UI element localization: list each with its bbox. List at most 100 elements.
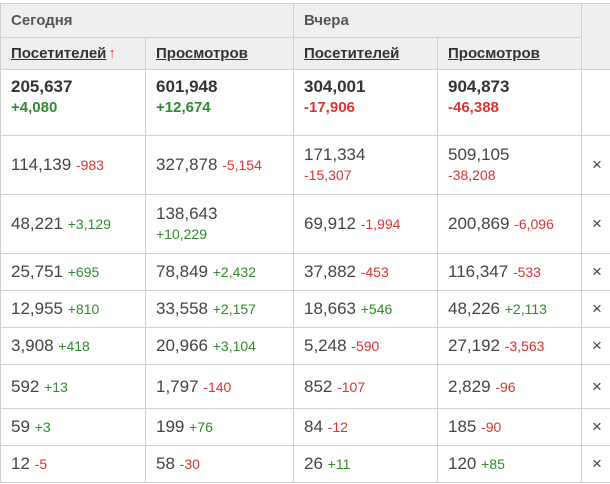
stat-value: 12 — [11, 454, 30, 473]
stat-cell-tv: 59 +3 — [0, 408, 146, 446]
stat-delta: -3,563 — [504, 338, 545, 354]
stat-value: 27,192 — [448, 336, 500, 355]
stat-value: 509,105 — [448, 145, 510, 164]
stat-delta: -6,096 — [514, 216, 554, 232]
stat-value: 58 — [156, 454, 175, 473]
stat-value: 852 — [304, 376, 333, 396]
yest-views-header[interactable]: Просмотров — [436, 37, 583, 70]
stat-cell-tv: 114,139 -983 — [0, 135, 146, 195]
stat-value: 25,751 — [11, 262, 63, 281]
stat-cell-yw: 2,829 -96 — [436, 364, 583, 409]
stat-delta: +3,104 — [212, 338, 256, 354]
remove-row-icon[interactable]: × — [581, 290, 610, 328]
stat-cell-yv: 37,882 -453 — [293, 253, 438, 291]
total-delta: +12,674 — [156, 99, 211, 116]
stat-value: 327,878 — [156, 155, 218, 174]
table-row: 12 -5 58 -30 26 +11 120 +85 × — [0, 445, 610, 483]
sort-today-views-link[interactable]: Просмотров — [156, 45, 248, 62]
stats-table: Сегодня Вчера Посетителей ↑ Просмотров По… — [0, 3, 610, 483]
stat-cell-yw: 27,192 -3,563 — [436, 327, 583, 365]
table-row: 592 +13 1,797 -140 852 -107 2,829 -96 × — [0, 364, 610, 409]
stat-value: 138,643 — [156, 204, 218, 223]
stat-value: 5,248 — [304, 336, 347, 355]
stat-value: 1,797 — [156, 376, 199, 396]
stat-cell-yw: 48,226 +2,113 — [436, 290, 583, 328]
remove-row-icon[interactable]: × — [581, 327, 610, 365]
remove-row-icon[interactable]: × — [581, 253, 610, 291]
stat-delta: +10,229 — [156, 226, 207, 242]
group-yesterday-header: Вчера — [292, 3, 583, 38]
total-today-visitors: 205,637 +4,080 — [0, 69, 146, 136]
stat-delta: -140 — [203, 378, 232, 395]
stat-value: 20,966 — [156, 336, 208, 355]
total-value: 205,637 — [11, 77, 73, 96]
stat-cell-tv: 12,955 +810 — [0, 290, 146, 328]
stat-cell-tw: 78,849 +2,432 — [145, 253, 294, 291]
stat-cell-yv: 18,663 +546 — [293, 290, 438, 328]
stat-delta: +2,157 — [212, 301, 256, 317]
yest-visitors-header[interactable]: Посетителей — [293, 37, 438, 70]
column-header-row: Посетителей ↑ Просмотров Посетителей Прос… — [0, 37, 610, 70]
total-delta: -17,906 — [304, 99, 355, 116]
stat-value: 592 — [11, 376, 40, 396]
stat-value: 33,558 — [156, 299, 208, 318]
stat-delta: +418 — [58, 338, 90, 354]
sort-yest-views-link[interactable]: Просмотров — [448, 45, 540, 62]
stat-delta: +2,432 — [212, 264, 256, 280]
stat-delta: +810 — [67, 301, 100, 317]
table-row: 59 +3 199 +76 84 -12 185 -90 × — [0, 408, 610, 446]
sort-yest-visitors-link[interactable]: Посетителей — [304, 45, 400, 62]
stat-cell-tv: 12 -5 — [0, 445, 146, 483]
stat-value: 26 — [304, 454, 323, 473]
total-value: 601,948 — [156, 77, 218, 96]
stat-value: 2,829 — [448, 376, 491, 396]
group-header-row: Сегодня Вчера — [0, 3, 610, 70]
stat-delta: +76 — [189, 419, 213, 435]
stat-delta: +3,129 — [67, 216, 111, 232]
stat-cell-yv: 5,248 -590 — [293, 327, 438, 365]
stat-cell-yv: 26 +11 — [293, 445, 438, 483]
stat-value: 3,908 — [11, 336, 54, 355]
stat-value: 48,226 — [448, 299, 500, 318]
today-views-header[interactable]: Просмотров — [145, 37, 294, 70]
remove-row-icon[interactable]: × — [581, 408, 610, 446]
table-row: 12,955 +810 33,558 +2,157 18,663 +546 48,22… — [0, 290, 610, 328]
stat-delta: +3 — [34, 419, 51, 435]
stat-cell-yw: 509,105 -38,208 — [436, 135, 583, 195]
stat-cell-yv: 171,334 -15,307 — [293, 135, 438, 195]
stat-delta: -38,208 — [448, 167, 496, 183]
remove-row-icon[interactable]: × — [581, 194, 610, 254]
stat-delta: +2,113 — [504, 301, 547, 317]
stat-delta: -983 — [75, 157, 104, 173]
stat-delta: +85 — [481, 456, 505, 472]
stat-cell-yw: 116,347 -533 — [436, 253, 583, 291]
group-today-header: Сегодня — [0, 3, 294, 38]
stat-delta: +546 — [360, 301, 393, 317]
stat-value: 84 — [304, 417, 323, 436]
stat-value: 59 — [11, 417, 30, 436]
total-yest-visitors: 304,001 -17,906 — [293, 69, 438, 136]
sort-arrow-up-icon: ↑ — [108, 45, 116, 62]
remove-row-icon[interactable]: × — [581, 135, 610, 195]
stat-delta: +695 — [67, 264, 100, 280]
total-value: 304,001 — [304, 77, 366, 96]
stat-value: 185 — [448, 417, 477, 436]
sort-today-visitors-link[interactable]: Посетителей — [11, 45, 107, 62]
remove-row-icon[interactable]: × — [581, 364, 610, 409]
stat-value: 78,849 — [156, 262, 208, 281]
stat-delta: -15,307 — [304, 167, 352, 183]
remove-row-icon[interactable]: × — [581, 445, 610, 483]
stat-cell-tw: 33,558 +2,157 — [145, 290, 294, 328]
actions-header — [581, 3, 610, 70]
stat-cell-yv: 84 -12 — [293, 408, 438, 446]
today-visitors-header[interactable]: Посетителей ↑ — [0, 37, 146, 70]
stat-cell-yv: 69,912 -1,994 — [293, 194, 438, 254]
table-row: 48,221 +3,129 138,643 +10,229 69,912 -1,99… — [0, 194, 610, 254]
stat-delta: -12 — [327, 419, 348, 435]
table-row: 3,908 +418 20,966 +3,104 5,248 -590 27,192 … — [0, 327, 610, 365]
stat-value: 69,912 — [304, 214, 356, 233]
stat-delta: -107 — [337, 378, 366, 395]
stat-delta: -5 — [34, 456, 48, 472]
stat-value: 120 — [448, 454, 477, 473]
stat-delta: -590 — [351, 338, 380, 354]
